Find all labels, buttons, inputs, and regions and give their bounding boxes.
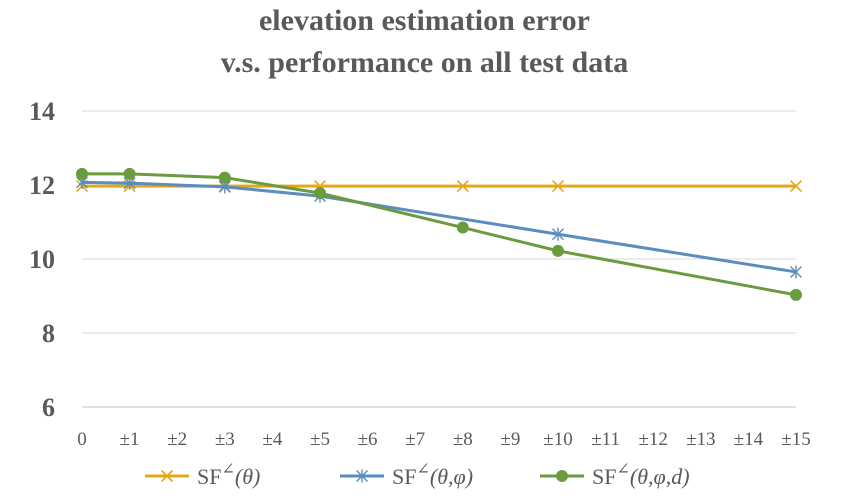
- x-tick-label: ±8: [453, 429, 473, 450]
- data-point: [552, 244, 564, 257]
- data-point: [314, 187, 326, 200]
- data-point: [551, 180, 565, 193]
- x-tick-label: ±12: [638, 429, 667, 450]
- data-point: [790, 288, 802, 301]
- legend-item-1: SF∠(θ): [145, 461, 260, 489]
- x-tick-label: ±13: [686, 429, 715, 450]
- x-tick-label: ±3: [215, 429, 235, 450]
- y-axis-ticks: 6 8 10 12 14: [29, 97, 55, 422]
- gridlines: [82, 110, 796, 408]
- series-group: [75, 167, 803, 301]
- y-tick-label: 10: [29, 245, 55, 274]
- legend-label: SF∠(θ): [197, 461, 260, 489]
- legend-item-3: SF∠(θ,φ,d): [540, 461, 690, 489]
- x-tick-label: ±7: [405, 429, 425, 450]
- x-tick-label: ±4: [262, 429, 282, 450]
- x-axis-ticks: 0 ±1 ±2 ±3 ±4 ±5 ±6 ±7 ±8 ±9 ±10 ±11 ±12 ±13 ±14 ±15: [77, 429, 810, 450]
- chart-title: elevation estimation error: [258, 4, 590, 37]
- data-point: [76, 167, 88, 180]
- marker-stroke: [456, 180, 469, 193]
- legend-label: SF∠(θ,φ,d): [592, 461, 690, 489]
- data-point: [552, 227, 564, 241]
- series-3: [76, 167, 802, 301]
- marker-stroke: [789, 180, 803, 193]
- data-point: [789, 180, 803, 193]
- y-tick-label: 14: [29, 97, 55, 126]
- x-tick-label: ±9: [500, 429, 520, 450]
- series-line: [80, 180, 798, 274]
- x-tick-label: ±2: [167, 429, 187, 450]
- y-tick-label: 12: [29, 171, 55, 200]
- x-tick-label: ±14: [734, 429, 764, 450]
- legend-label: SF∠(θ,φ): [392, 461, 473, 489]
- x-tick-label: ±5: [310, 429, 330, 450]
- series-2: [76, 175, 802, 279]
- marker-stroke: [160, 469, 174, 483]
- data-point: [123, 167, 136, 180]
- legend-swatch-marker: [356, 469, 368, 483]
- legend-swatch-marker: [556, 470, 568, 482]
- y-tick-label: 6: [42, 393, 55, 422]
- legend-item-2: SF∠(θ,φ): [340, 461, 473, 489]
- x-tick-label: ±11: [591, 429, 620, 450]
- data-point: [218, 171, 231, 184]
- series-line: [80, 172, 798, 297]
- legend: SF∠(θ) SF∠(θ,φ) SF∠(θ,φ,d): [145, 461, 690, 489]
- data-point: [790, 265, 802, 279]
- data-point: [456, 221, 469, 234]
- legend-swatch-marker: [160, 469, 174, 483]
- x-tick-label: ±6: [358, 429, 378, 450]
- data-point: [456, 180, 469, 193]
- x-tick-label: ±1: [120, 429, 140, 450]
- x-tick-label: ±15: [781, 429, 810, 450]
- chart-subtitle: v.s. performance on all test data: [220, 46, 629, 79]
- marker-stroke: [551, 180, 565, 193]
- x-tick-label: ±10: [543, 429, 572, 450]
- x-tick-label: 0: [77, 429, 87, 450]
- y-tick-label: 8: [42, 319, 55, 348]
